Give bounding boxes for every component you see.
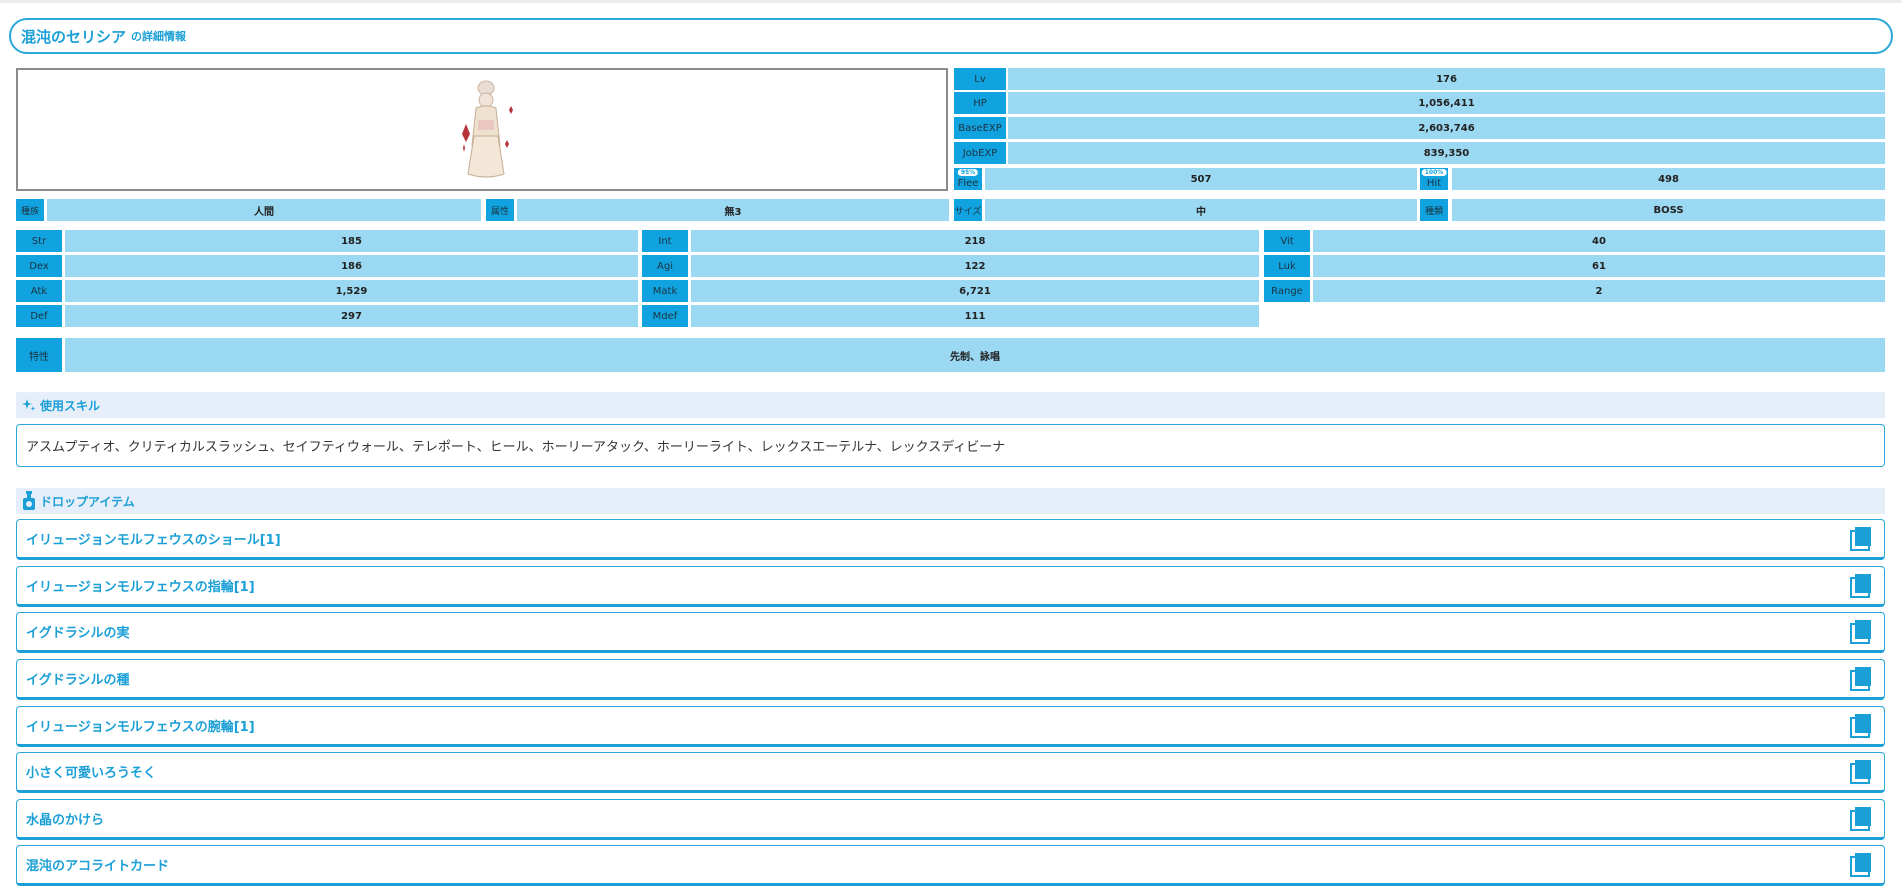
dex-label: Dex xyxy=(16,255,62,277)
book-icon[interactable] xyxy=(1850,619,1872,644)
job-exp-value: 839,350 xyxy=(1008,142,1885,164)
int-label: Int xyxy=(642,230,688,252)
hit-label: 100% Hit xyxy=(1420,168,1448,190)
potion-icon xyxy=(22,491,36,511)
type-label: 種類 xyxy=(1420,199,1448,221)
base-exp-label: BaseEXP xyxy=(954,117,1006,139)
agi-value: 122 xyxy=(691,255,1259,277)
flee-badge: 95% xyxy=(957,169,979,176)
luk-label: Luk xyxy=(1264,255,1310,277)
def-label: Def xyxy=(16,305,62,327)
str-label: Str xyxy=(16,230,62,252)
drop-item[interactable]: 小さく可愛いろうそく xyxy=(16,752,1885,793)
book-icon[interactable] xyxy=(1850,573,1872,598)
range-value: 2 xyxy=(1313,280,1885,302)
def-value: 297 xyxy=(65,305,638,327)
traits-label: 特性 xyxy=(16,338,62,372)
element-label: 属性 xyxy=(486,199,514,221)
lv-label: Lv xyxy=(954,68,1006,90)
drop-item-name[interactable]: イリュージョンモルフェウスの腕輪[1] xyxy=(26,720,255,735)
size-label: サイズ xyxy=(954,199,982,221)
skills-list: アスムプティオ、クリティカルスラッシュ、セイフティウォール、テレポート、ヒール、… xyxy=(16,424,1885,467)
skills-heading: 使用スキル xyxy=(16,392,1885,418)
int-value: 218 xyxy=(691,230,1259,252)
page-title: 混沌のセリシア の詳細情報 xyxy=(9,18,1893,54)
book-icon[interactable] xyxy=(1850,713,1872,738)
book-icon[interactable] xyxy=(1850,759,1872,784)
skills-heading-text: 使用スキル xyxy=(40,398,101,413)
drop-item-name[interactable]: イリュージョンモルフェウスの指輪[1] xyxy=(26,580,255,595)
agi-label: Agi xyxy=(642,255,688,277)
lv-value: 176 xyxy=(1008,68,1885,90)
mdef-label: Mdef xyxy=(642,305,688,327)
drop-item[interactable]: イリュージョンモルフェウスのショール[1] xyxy=(16,519,1885,560)
top-divider xyxy=(0,0,1902,3)
luk-value: 61 xyxy=(1313,255,1885,277)
drop-item[interactable]: 混沌のアコライトカード xyxy=(16,845,1885,886)
vit-value: 40 xyxy=(1313,230,1885,252)
job-exp-label: JobEXP xyxy=(954,142,1006,164)
hp-label: HP xyxy=(954,92,1006,114)
drop-item-name[interactable]: 小さく可愛いろうそく xyxy=(26,766,157,781)
drop-item[interactable]: イリュージョンモルフェウスの腕輪[1] xyxy=(16,706,1885,747)
mdef-value: 111 xyxy=(691,305,1259,327)
atk-label: Atk xyxy=(16,280,62,302)
monster-name: 混沌のセリシア xyxy=(21,27,127,46)
hit-value: 498 xyxy=(1452,168,1885,190)
size-value: 中 xyxy=(985,199,1417,221)
hit-badge: 100% xyxy=(1421,169,1447,176)
drops-heading: ドロップアイテム xyxy=(16,488,1885,514)
drop-item-name[interactable]: イグドラシルの実 xyxy=(26,626,130,641)
book-icon[interactable] xyxy=(1850,852,1872,877)
drop-item[interactable]: イグドラシルの種 xyxy=(16,659,1885,700)
monster-image-frame xyxy=(16,68,948,191)
hit-label-text: Hit xyxy=(1426,177,1442,189)
book-icon[interactable] xyxy=(1850,666,1872,691)
drop-item-name[interactable]: イグドラシルの種 xyxy=(26,673,130,688)
vit-label: Vit xyxy=(1264,230,1310,252)
title-suffix: の詳細情報 xyxy=(131,30,187,43)
flee-label-text: Flee xyxy=(957,177,979,189)
str-value: 185 xyxy=(65,230,638,252)
drop-item[interactable]: イリュージョンモルフェウスの指輪[1] xyxy=(16,566,1885,607)
drop-item-name[interactable]: 水晶のかけら xyxy=(26,813,105,828)
drop-item-name[interactable]: 混沌のアコライトカード xyxy=(26,859,170,874)
type-value: BOSS xyxy=(1452,199,1885,221)
range-label: Range xyxy=(1264,280,1310,302)
book-icon[interactable] xyxy=(1850,806,1872,831)
drop-item[interactable]: イグドラシルの実 xyxy=(16,612,1885,653)
atk-value: 1,529 xyxy=(65,280,638,302)
matk-value: 6,721 xyxy=(691,280,1259,302)
race-label: 種族 xyxy=(16,199,44,221)
matk-label: Matk xyxy=(642,280,688,302)
flee-label: 95% Flee xyxy=(954,168,982,190)
hp-value: 1,056,411 xyxy=(1008,92,1885,114)
monster-sprite xyxy=(462,80,513,178)
race-value: 人間 xyxy=(47,199,481,221)
book-icon[interactable] xyxy=(1850,526,1872,551)
element-value: 無3 xyxy=(517,199,949,221)
drop-item-name[interactable]: イリュージョンモルフェウスのショール[1] xyxy=(26,533,281,548)
drop-item[interactable]: 水晶のかけら xyxy=(16,799,1885,840)
sparkle-icon xyxy=(22,398,36,412)
base-exp-value: 2,603,746 xyxy=(1008,117,1885,139)
flee-value: 507 xyxy=(985,168,1417,190)
dex-value: 186 xyxy=(65,255,638,277)
traits-value: 先制、詠唱 xyxy=(65,338,1885,372)
drops-heading-text: ドロップアイテム xyxy=(40,494,135,509)
